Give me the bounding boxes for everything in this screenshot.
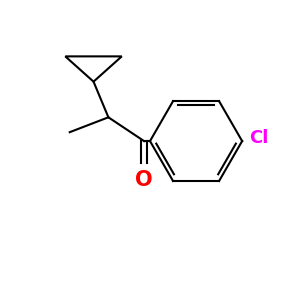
Text: O: O xyxy=(135,170,153,190)
Text: Cl: Cl xyxy=(250,129,269,147)
